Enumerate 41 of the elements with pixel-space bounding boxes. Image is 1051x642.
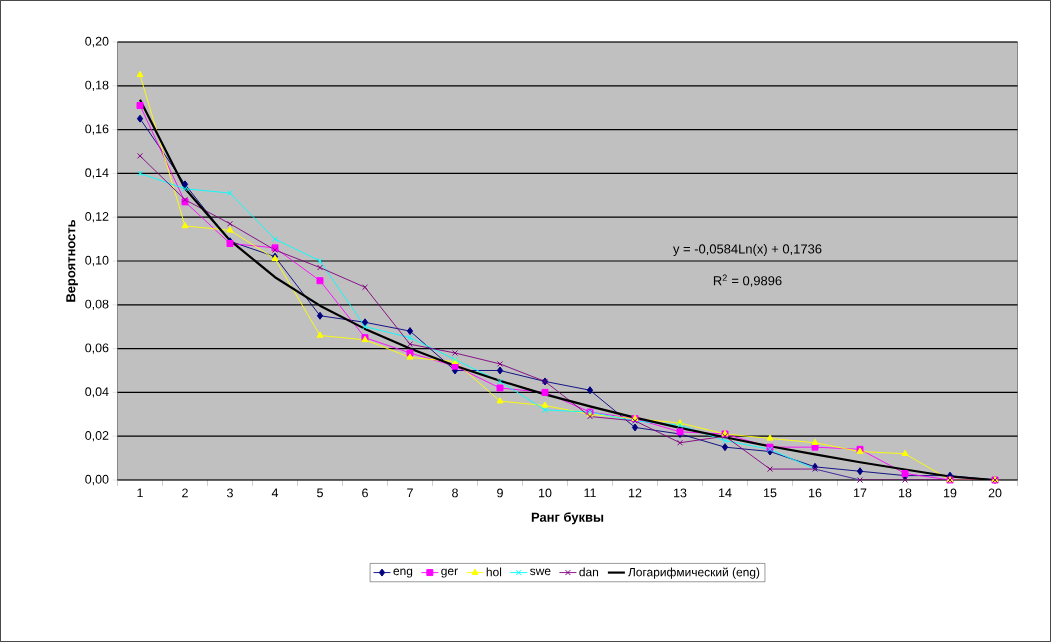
x-tick-label: 7	[407, 488, 413, 498]
legend-label: ger	[441, 568, 458, 578]
y-tick-label: 0,06	[85, 343, 109, 354]
y-tick-label: 0,20	[85, 36, 109, 48]
x-tick-label: 13	[674, 488, 687, 498]
x-tick-label: 9	[497, 488, 503, 498]
y-tick-label: 0,14	[85, 168, 109, 179]
x-tick-label: 6	[362, 488, 368, 498]
x-tick-label: 17	[854, 488, 867, 498]
x-tick-label: 18	[899, 488, 912, 498]
y-tick-label: 0,12	[85, 212, 109, 223]
y-tick-label: 0,04	[85, 387, 109, 398]
legend-label: hol	[486, 567, 502, 577]
y-tick-label: 0,16	[85, 124, 109, 135]
y-tick-label: 0,18	[85, 80, 109, 91]
legend-label: dan	[579, 567, 599, 577]
x-tick-label: 11	[584, 488, 596, 498]
y-tick-label: 0,10	[85, 255, 109, 267]
x-tick-label: 4	[271, 488, 279, 498]
x-tick-label: 8	[452, 488, 458, 498]
legend-label: eng	[393, 568, 413, 578]
x-tick-label: 19	[944, 488, 957, 498]
x-tick-label: 10	[539, 488, 552, 498]
x-tick-label: 20	[988, 488, 1002, 498]
x-tick-label: 16	[809, 488, 822, 498]
x-tick-label: 5	[317, 488, 323, 498]
y-tick-label: 0,08	[85, 299, 109, 310]
legend-label: Логарифмический (eng)	[628, 567, 760, 579]
y-tick-label: 0,02	[85, 431, 109, 442]
x-tick-label: 2	[182, 488, 188, 498]
annotation: y = -0,0584Ln(x) + 0,1736	[673, 244, 822, 257]
legend-label: swe	[530, 568, 551, 576]
annotation: R$^{2}$ = 0,9896	[713, 274, 782, 287]
x-tick-label: 14	[719, 488, 732, 498]
x-tick-label: 1	[137, 488, 143, 498]
y-tick-label: 0,00	[85, 474, 109, 486]
x-tick-label: 12	[629, 488, 642, 498]
y-axis-title: Вероятность	[66, 219, 78, 302]
x-tick-label: 3	[227, 488, 233, 498]
x-tick-label: 15	[764, 488, 777, 498]
x-axis-title: Ранг буквы	[531, 512, 604, 525]
